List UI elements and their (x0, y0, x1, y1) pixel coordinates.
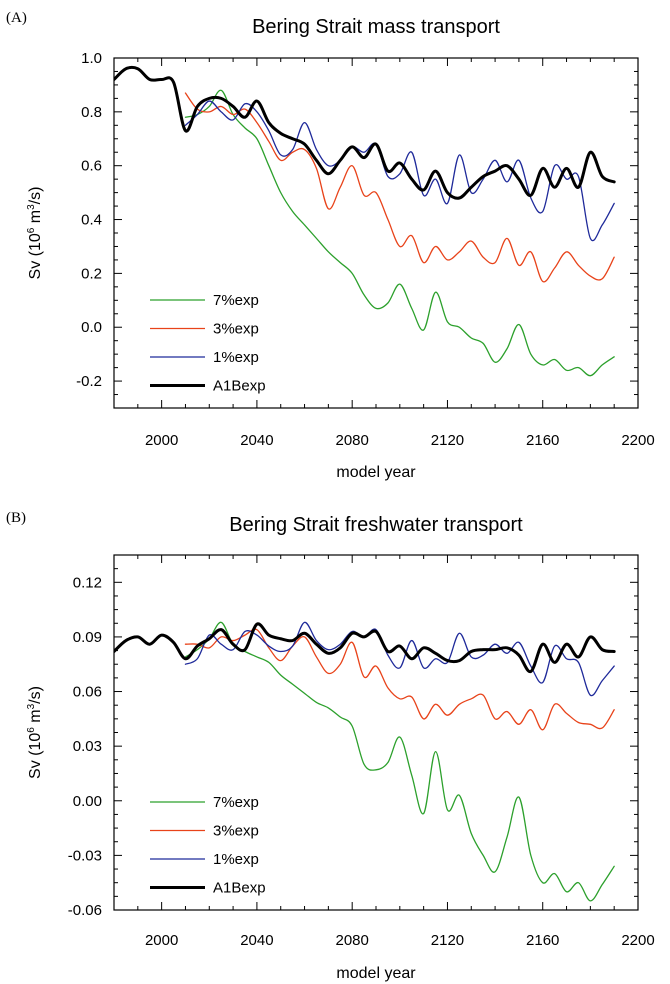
y-axis-label-part: /s) (27, 187, 44, 205)
plot-frame (113, 57, 639, 409)
y-tick-label: 0.4 (81, 212, 102, 229)
legend: 7%exp 3%exp 1%exp A1Bexp (150, 794, 266, 897)
x-tick-label: 2040 (240, 432, 273, 449)
y-tick-label: -0.06 (68, 902, 102, 919)
legend: 7%exp 3%exp 1%exp A1Bexp (150, 292, 266, 395)
y-tick-label: -0.03 (68, 847, 102, 864)
series-line-a1bexp (114, 622, 616, 674)
y-tick-label: 0.06 (73, 684, 102, 701)
chart-title: Bering Strait freshwater transport (229, 514, 523, 536)
panel-tag: (A) (6, 10, 27, 26)
x-axis-label: model year (336, 965, 416, 982)
legend-label: A1Bexp (213, 378, 266, 395)
y-axis-label: Sv (106 m3/s) (26, 686, 44, 779)
y-axis-label-superscript: 6 (26, 727, 37, 733)
x-tick-label: 2080 (335, 932, 368, 949)
y-axis-label-part: /s) (27, 686, 44, 704)
y-axis-label: Sv (106 m3/s) (26, 187, 44, 280)
y-axis-label-superscript: 6 (26, 227, 37, 233)
y-tick-label: 0.8 (81, 104, 102, 121)
x-tick-label: 2000 (145, 932, 178, 949)
y-axis-label-superscript: 3 (26, 204, 37, 210)
legend-label: 7%exp (213, 292, 259, 309)
legend-label: 3%exp (213, 823, 259, 840)
y-tick-label: 0.0 (81, 319, 102, 336)
chart-panel-b: (B) Bering Strait freshwater transport 200… (6, 510, 655, 982)
y-tick-label: 0.09 (73, 629, 102, 646)
plot-frame (113, 554, 639, 911)
series-line-1pctexp (184, 621, 615, 697)
y-tick-label: -0.2 (76, 373, 102, 390)
series-line-7pctexp (184, 89, 615, 377)
x-tick-label: 2080 (335, 432, 368, 449)
chart-title: Bering Strait mass transport (252, 16, 500, 38)
y-axis-label-part: Sv (10 (27, 733, 44, 779)
legend-label: 1%exp (213, 851, 259, 868)
x-tick-label: 2200 (621, 932, 654, 949)
y-axis-label-part: m (27, 709, 44, 727)
series-line-1pctexp (184, 100, 615, 242)
chart-panel-a: (A) Bering Strait mass transport 2000 2040 2… (6, 10, 655, 481)
y-axis-label-superscript: 3 (26, 703, 37, 709)
x-tick-label: 2120 (431, 432, 464, 449)
legend-label: 3%exp (213, 321, 259, 338)
x-tick-label: 2040 (240, 932, 273, 949)
x-tick-label: 2160 (526, 932, 559, 949)
y-tick-label: 0.6 (81, 158, 102, 175)
x-tick-label: 2000 (145, 432, 178, 449)
panel-tag: (B) (6, 510, 26, 526)
y-axis-label-part: m (27, 210, 44, 228)
x-tick-label: 2120 (431, 932, 464, 949)
legend-label: 1%exp (213, 349, 259, 366)
x-axis-label: model year (336, 464, 416, 481)
legend-label: 7%exp (213, 794, 259, 811)
y-tick-label: 0.12 (73, 574, 102, 591)
y-tick-label: 0.00 (73, 793, 102, 810)
series-line-a1bexp (114, 65, 616, 200)
series-line-3pctexp (184, 92, 615, 283)
y-tick-label: 1.0 (81, 50, 102, 67)
y-tick-label: 0.2 (81, 265, 102, 282)
legend-label: A1Bexp (213, 880, 266, 897)
series-line-3pctexp (184, 628, 615, 731)
x-tick-label: 2200 (621, 432, 654, 449)
x-tick-label: 2160 (526, 432, 559, 449)
y-axis-label-part: Sv (10 (27, 233, 44, 279)
series-line-7pctexp (184, 621, 615, 902)
y-tick-label: 0.03 (73, 738, 102, 755)
